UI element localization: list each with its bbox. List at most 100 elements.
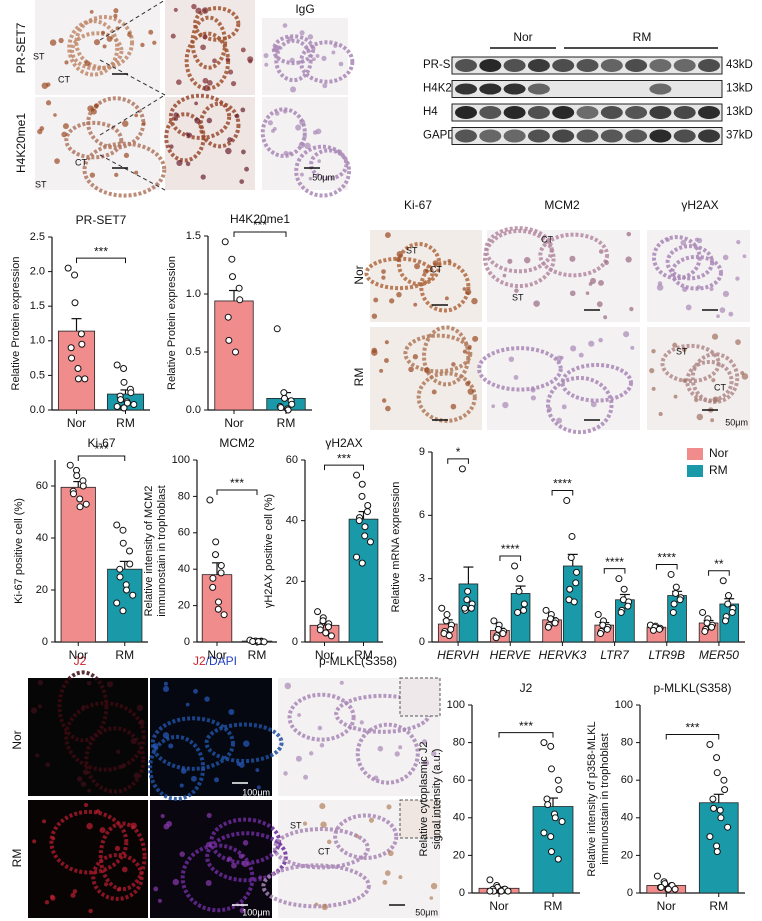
blot-band [527, 106, 550, 119]
data-point [548, 848, 555, 856]
tissue-outline [84, 726, 146, 794]
nucleus [312, 57, 316, 62]
nucleus [429, 896, 434, 900]
nucleus [166, 820, 173, 827]
column-label: J2 [74, 654, 87, 668]
nucleus [133, 772, 140, 779]
nucleus [681, 347, 687, 352]
nucleus [70, 892, 76, 898]
blot-band [503, 106, 526, 119]
tissue-outline [64, 701, 146, 772]
nucleus [569, 290, 576, 297]
data-point [116, 565, 124, 573]
nucleus [598, 249, 604, 254]
zoom-line [99, 59, 166, 96]
nucleus [672, 342, 678, 348]
data-point [71, 271, 79, 279]
y-tick-label: 2.5 [30, 231, 45, 243]
data-point [224, 313, 232, 321]
data-point [123, 399, 131, 407]
annotation: CT [318, 846, 330, 856]
nucleus [673, 394, 678, 399]
tissue-outline [416, 371, 477, 423]
nucleus [319, 803, 326, 810]
data-point [438, 604, 446, 612]
inset [399, 799, 441, 839]
data-point [717, 814, 725, 822]
nucleus [104, 882, 108, 887]
blot-band [552, 59, 575, 72]
tissue-outline [168, 93, 232, 140]
nucleus [61, 131, 68, 138]
nucleus [86, 680, 92, 686]
blot-band [503, 59, 526, 72]
nucleus [282, 109, 288, 114]
chart-title: p-MLKL(S358) [653, 681, 731, 695]
nucleus [424, 367, 431, 374]
significance-bracket [551, 490, 574, 496]
nucleus [626, 231, 632, 237]
y-tick-label: 0 [184, 636, 190, 648]
data-point [353, 553, 361, 561]
nucleus [408, 366, 414, 373]
blot-band [625, 129, 648, 143]
error-bar [463, 566, 474, 584]
nucleus [179, 783, 184, 788]
nucleus [273, 44, 281, 52]
legend-label: RM [709, 463, 728, 477]
data-point [719, 577, 727, 585]
nucleus [81, 705, 86, 710]
nucleus [138, 719, 145, 726]
nucleus [201, 7, 209, 14]
data-point [319, 617, 327, 625]
blot-band [698, 106, 720, 119]
bar [348, 518, 379, 643]
y-tick-label: 0 [292, 636, 298, 648]
error-bar [71, 318, 82, 332]
tissue-outline [287, 692, 356, 742]
nucleus [337, 149, 343, 154]
nucleus [338, 61, 344, 67]
row-label: Nor [10, 730, 24, 749]
nucleus [127, 32, 132, 37]
tissue-outline [333, 813, 399, 860]
data-point [358, 559, 366, 567]
row-label: RM [10, 849, 24, 868]
data-point [558, 818, 566, 826]
nucleus [680, 239, 687, 246]
column-label: γH2AX [681, 198, 718, 212]
nucleus [524, 256, 531, 264]
nucleus [685, 304, 692, 311]
data-point [363, 508, 371, 516]
nucleus [303, 774, 309, 780]
blot-band [649, 59, 672, 72]
nucleus [471, 297, 478, 305]
nucleus [284, 682, 292, 690]
nucleus [735, 339, 741, 346]
data-point [232, 348, 239, 356]
blot-band [698, 59, 720, 72]
nucleus [317, 159, 321, 163]
nucleus [355, 834, 360, 839]
nucleus [649, 367, 655, 374]
data-point [542, 606, 550, 614]
significance-label: *** [94, 442, 108, 456]
data-point [281, 394, 288, 402]
nucleus [327, 839, 332, 845]
data-point [551, 814, 559, 822]
tissue-outline [660, 343, 721, 384]
nucleus [694, 237, 699, 242]
x-tick-label: RM [248, 648, 267, 662]
nucleus [99, 827, 106, 834]
data-point [664, 885, 672, 893]
legend-swatch [687, 448, 703, 460]
nucleus [467, 388, 474, 395]
y-tick-label: 0.0 [30, 404, 45, 416]
y-axis-label: Relative mRNA expression [390, 482, 402, 613]
annotation: ST [512, 292, 524, 302]
nucleus [123, 152, 130, 159]
data-point [520, 600, 528, 608]
nucleus [295, 755, 302, 762]
data-point [361, 532, 369, 540]
tissue-outline [74, 15, 135, 70]
